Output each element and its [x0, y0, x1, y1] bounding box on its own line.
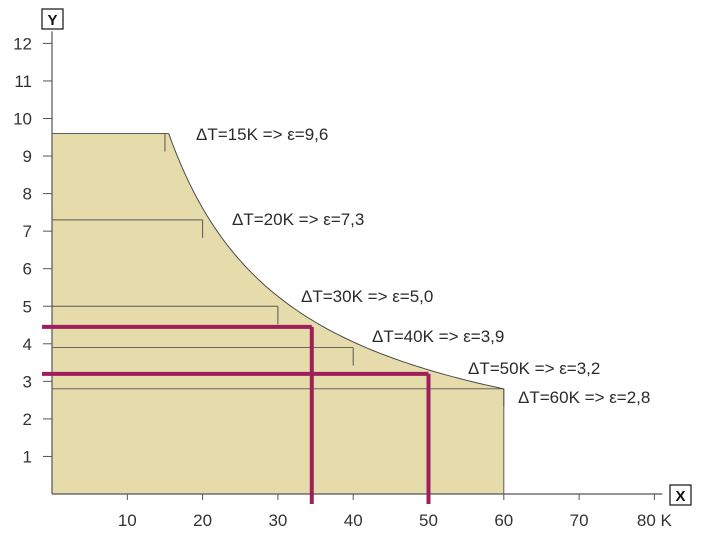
x-tick-label: 70 [570, 511, 589, 530]
x-tick-label: 30 [268, 511, 287, 530]
efficiency-curve [168, 133, 504, 390]
x-tick-label: 40 [344, 511, 363, 530]
y-tick-label: 3 [23, 372, 32, 391]
x-tick-label: 80 K [637, 511, 673, 530]
y-tick-label: 4 [23, 335, 32, 354]
highlight-lines-layer [42, 324, 431, 504]
y-tick-label: 6 [23, 260, 32, 279]
level-annotation: ΔT=40K => ε=3,9 [372, 327, 504, 346]
y-tick-label: 2 [23, 410, 32, 429]
x-tick-label: 20 [193, 511, 212, 530]
x-tick-label: 10 [118, 511, 137, 530]
level-annotation: ΔT=50K => ε=3,2 [468, 359, 600, 378]
y-tick-label: 10 [13, 110, 32, 129]
x-axis-label: X [675, 488, 685, 505]
x-axis-label-box [669, 484, 692, 506]
y-tick-label: 1 [23, 447, 32, 466]
y-tick-label: 11 [14, 72, 32, 91]
x-tick-label: 60 [494, 511, 513, 530]
x-tick-label: 50 [419, 511, 438, 530]
annotations-layer: ΔT=15K => ε=9,6 ΔT=20K => ε=7,3 ΔT=30K => … [196, 125, 650, 407]
y-tick-label: 5 [23, 297, 32, 316]
level-annotation: ΔT=20K => ε=7,3 [232, 210, 364, 229]
level-annotation: ΔT=30K => ε=5,0 [301, 287, 433, 306]
y-axis-label: Y [47, 12, 57, 29]
y-tick-label: 9 [23, 147, 32, 166]
y-axis-label-box [41, 8, 64, 30]
y-tick-label: 7 [23, 222, 32, 241]
y-tick-label: 8 [23, 185, 32, 204]
level-annotation: ΔT=60K => ε=2,8 [518, 388, 650, 407]
level-annotation: ΔT=15K => ε=9,6 [196, 125, 328, 144]
y-tick-label: 12 [13, 34, 32, 53]
